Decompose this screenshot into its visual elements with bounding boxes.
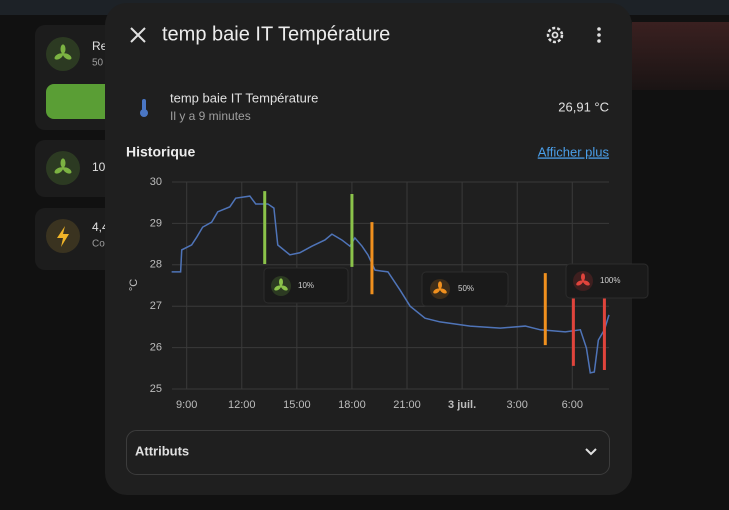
entity-state: 26,91 °C bbox=[558, 99, 609, 114]
dialog bbox=[105, 3, 632, 495]
attributes-heading: Attributs bbox=[135, 443, 189, 458]
expand-chevron[interactable] bbox=[585, 448, 597, 456]
thermometer-icon bbox=[140, 99, 148, 117]
bg-card-subtitle: Co bbox=[92, 239, 105, 250]
annotation-label: 10% bbox=[298, 281, 314, 290]
attributes-panel[interactable] bbox=[126, 430, 610, 475]
data-line bbox=[171, 195, 610, 374]
x-tick-label: 12:00 bbox=[228, 399, 256, 411]
history-heading: Historique bbox=[126, 144, 195, 160]
bg-card-subtitle: 50 bbox=[92, 58, 104, 69]
annotation-badge: 10% bbox=[263, 267, 349, 304]
y-axis-label: °C bbox=[128, 279, 140, 291]
x-tick-label: 6:00 bbox=[562, 399, 583, 411]
annotation-badge: 100% bbox=[565, 263, 649, 299]
x-tick-label: 3 juil. bbox=[448, 399, 476, 411]
history-chart: °C 25 26 27 28 29 30 9:00 12:00 15:00 18:00 21:00 3… bbox=[128, 176, 610, 411]
settings-button[interactable] bbox=[546, 26, 564, 44]
y-tick-label: 30 bbox=[150, 176, 162, 188]
x-tick-label: 18:00 bbox=[338, 399, 366, 411]
y-tick-label: 28 bbox=[150, 259, 162, 271]
annotation-label: 50% bbox=[458, 284, 474, 293]
last-changed: Il y a 9 minutes bbox=[170, 109, 251, 123]
y-tick-label: 25 bbox=[150, 383, 162, 395]
bg-card-title: Re bbox=[92, 39, 108, 53]
annotation-badge: 50% bbox=[421, 271, 509, 307]
bolt-icon bbox=[57, 226, 69, 247]
bg-card-title: 10 bbox=[92, 160, 106, 174]
y-tick-label: 29 bbox=[150, 217, 162, 229]
dialog-title: temp baie IT Température bbox=[162, 23, 390, 45]
annotation-label: 100% bbox=[600, 276, 620, 285]
close-button[interactable] bbox=[130, 27, 146, 43]
x-tick-label: 21:00 bbox=[393, 399, 421, 411]
entity-name: temp baie IT Température bbox=[170, 90, 318, 105]
y-tick-label: 27 bbox=[150, 300, 162, 312]
show-more-link[interactable]: Afficher plus bbox=[538, 144, 610, 159]
x-tick-label: 3:00 bbox=[506, 399, 527, 411]
x-tick-label: 15:00 bbox=[283, 399, 311, 411]
y-tick-label: 26 bbox=[150, 342, 162, 354]
bg-chart bbox=[632, 22, 729, 90]
menu-button[interactable] bbox=[597, 27, 601, 43]
bg-card-title: 4,4 bbox=[92, 220, 109, 234]
bg-button bbox=[46, 84, 116, 119]
x-tick-label: 9:00 bbox=[176, 399, 197, 411]
